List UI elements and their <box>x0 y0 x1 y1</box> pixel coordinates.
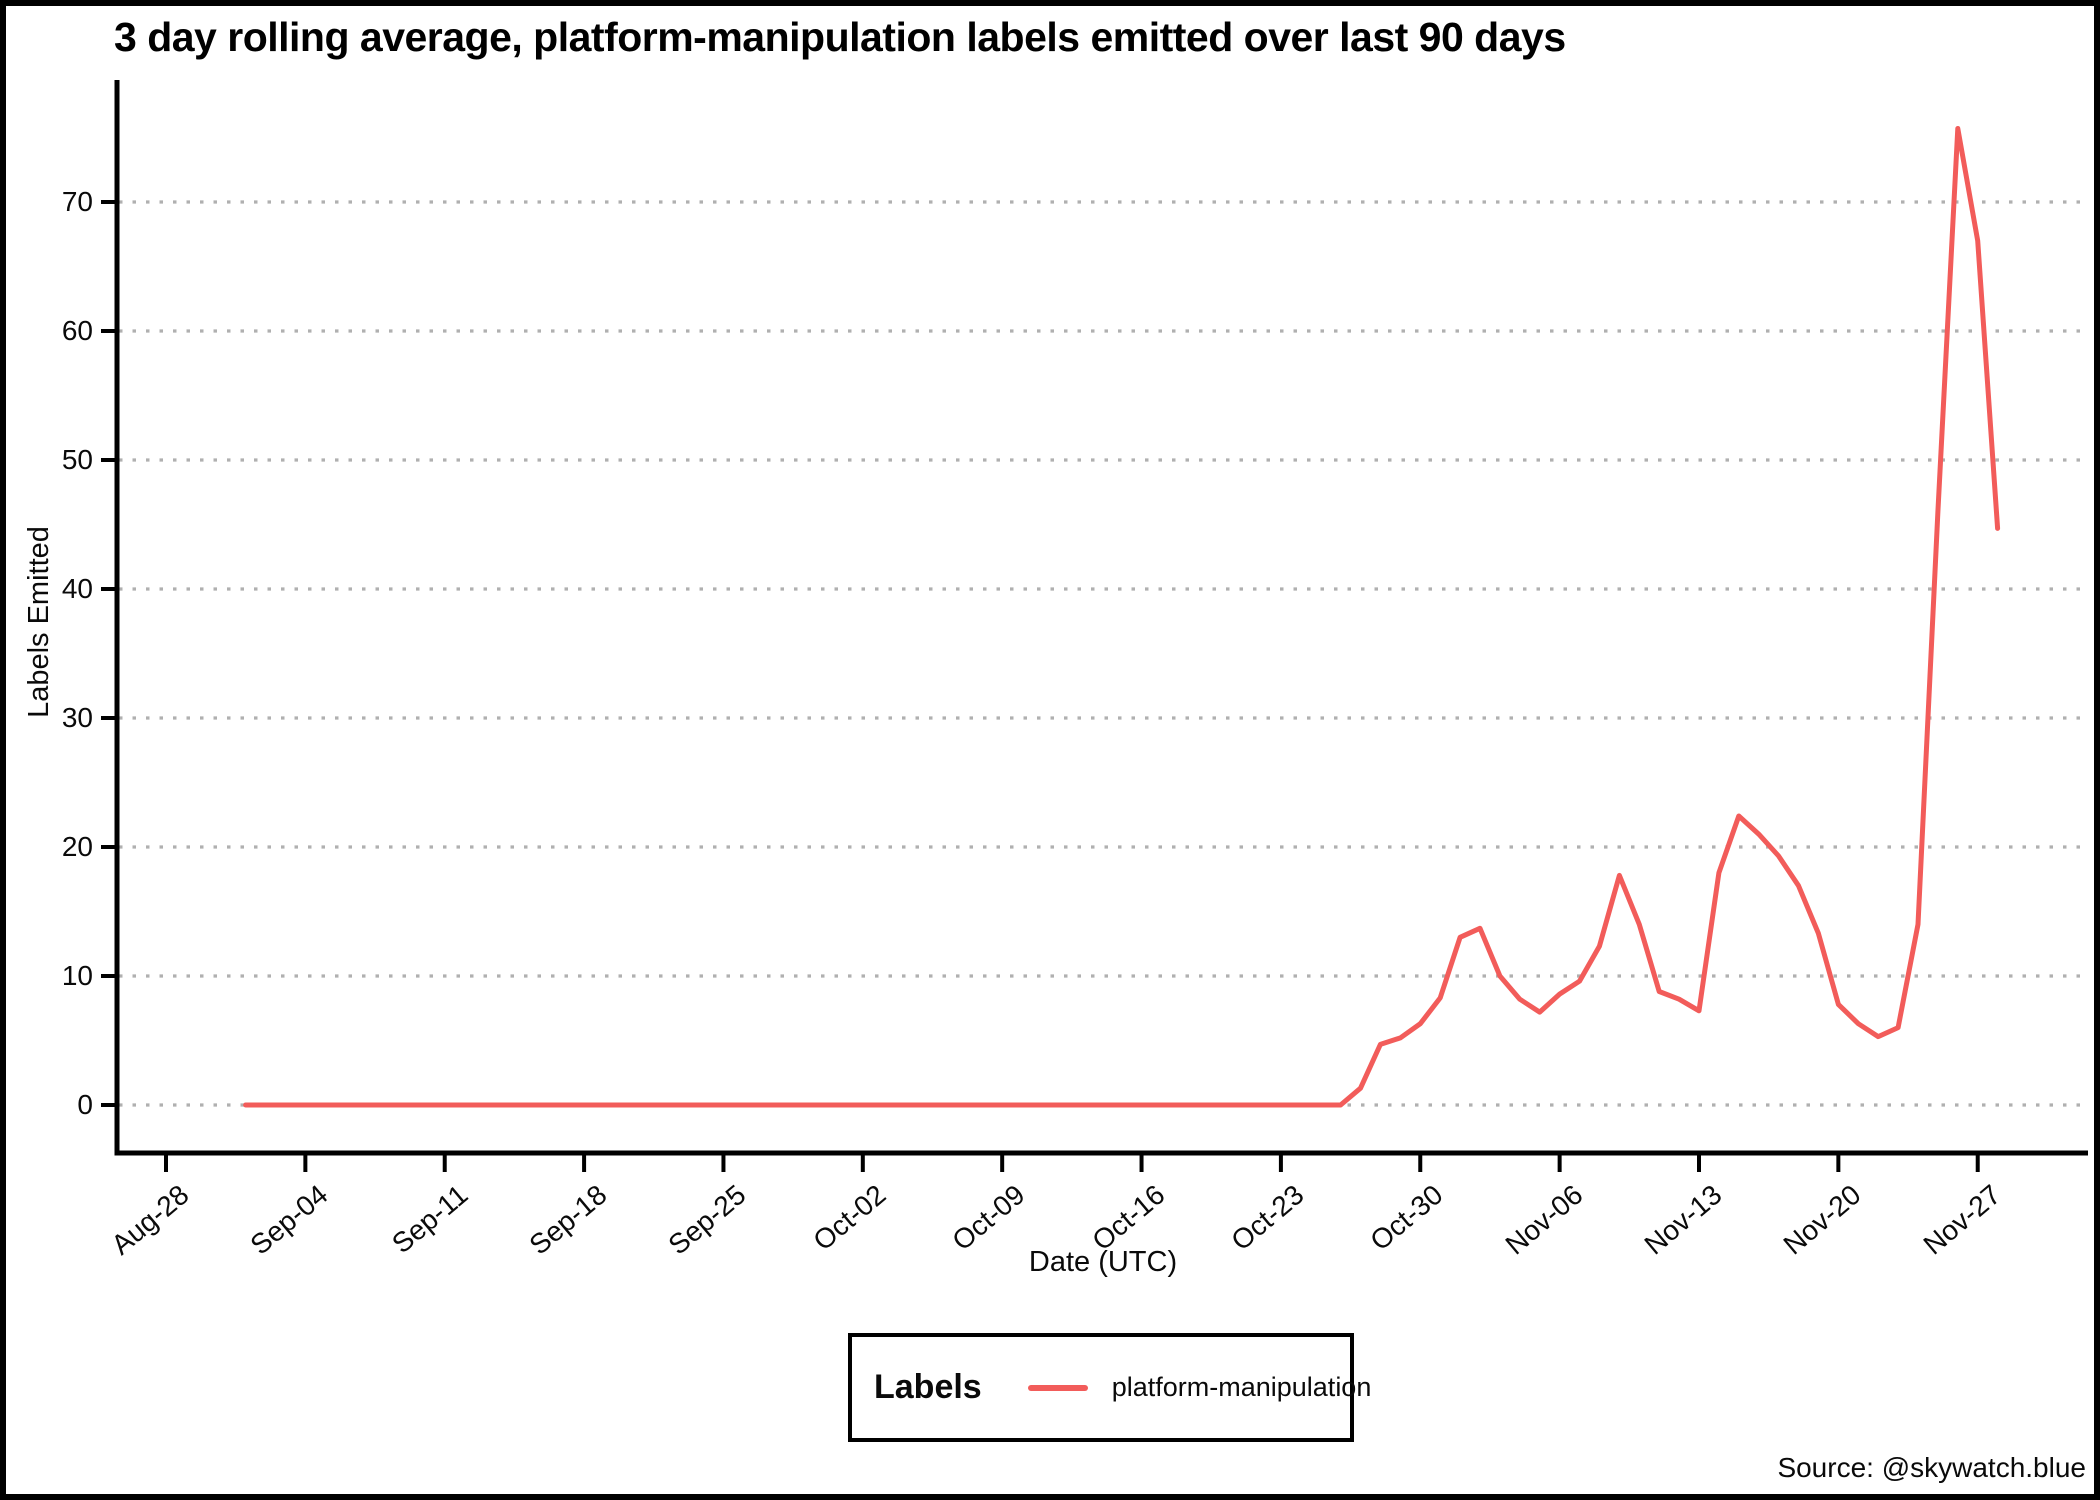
y-tick-label-20: 20 <box>61 831 93 862</box>
y-tick-label-50: 50 <box>61 444 93 475</box>
y-tick-label-30: 30 <box>61 702 93 733</box>
legend-title: Labels <box>874 1368 982 1406</box>
chart-title: 3 day rolling average, platform-manipula… <box>114 14 1566 60</box>
legend-line-swatch <box>1027 1384 1088 1391</box>
source-attribution: Source: @skywatch.blue <box>1777 1452 2086 1483</box>
y-tick-label-40: 40 <box>61 573 93 604</box>
legend-entry-label: platform-manipulation <box>1111 1372 1372 1402</box>
legend: Labels platform-manipulation <box>848 1333 1371 1442</box>
x-axis-title: Date (UTC) <box>1028 1246 1178 1278</box>
y-tick-label-60: 60 <box>61 315 93 346</box>
y-tick-label-70: 70 <box>61 186 93 217</box>
series-line-platform-manipulation <box>243 126 2001 1108</box>
y-tick-label-0: 0 <box>77 1089 93 1120</box>
y-axis-title: Labels Emitted <box>23 526 55 718</box>
y-tick-label-10: 10 <box>61 960 93 991</box>
plot-canvas <box>101 80 2088 1172</box>
